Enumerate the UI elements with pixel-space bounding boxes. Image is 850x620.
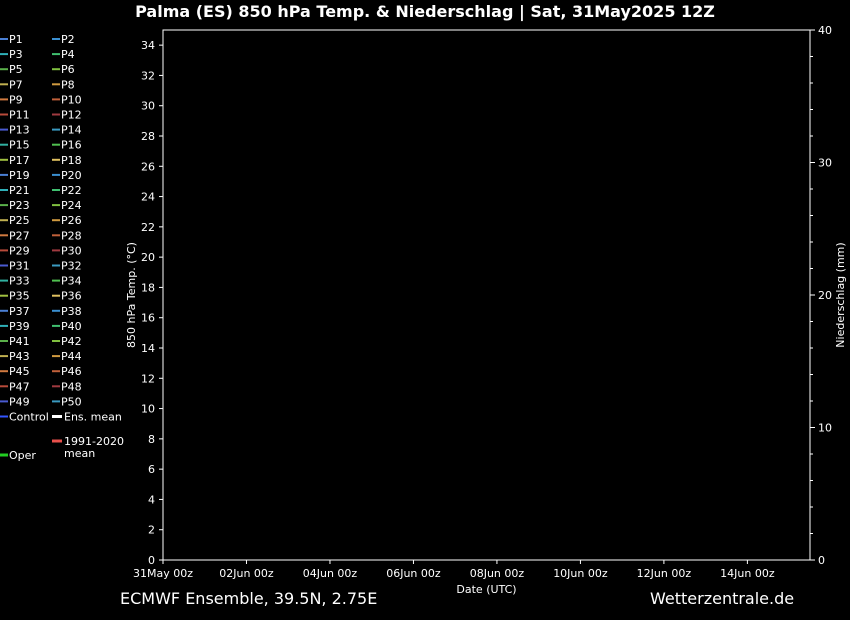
legend-label-p32: P32 [61, 260, 82, 273]
y-axis-label: 850 hPa Temp. (°C) [125, 242, 138, 348]
footer-model-location: ECMWF Ensemble, 39.5N, 2.75E [120, 589, 378, 608]
legend-label-p5: P5 [9, 63, 23, 76]
y-tick-label: 18 [141, 281, 155, 294]
legend-label-p2: P2 [61, 33, 75, 46]
y-tick-label: 22 [141, 221, 155, 234]
y2-tick-label: 30 [818, 157, 832, 170]
legend-label-p4: P4 [61, 48, 75, 61]
legend-label-p43: P43 [9, 350, 30, 363]
x-axis-label: Date (UTC) [456, 583, 516, 596]
y-tick-label: 34 [141, 39, 155, 52]
x-tick-label: 06Jun 00z [386, 567, 441, 580]
legend-label-p35: P35 [9, 290, 30, 303]
legend-label-p49: P49 [9, 395, 30, 408]
legend-label-p33: P33 [9, 275, 30, 288]
legend-label-p21: P21 [9, 184, 30, 197]
x-tick-label: 14Jun 00z [720, 567, 775, 580]
y-tick-label: 10 [141, 403, 155, 416]
y-tick-label: 2 [148, 524, 155, 537]
legend-label-p40: P40 [61, 320, 82, 333]
y-tick-label: 32 [141, 69, 155, 82]
legend-label-p44: P44 [61, 350, 82, 363]
legend-label-p27: P27 [9, 229, 30, 242]
legend-label-p34: P34 [61, 275, 82, 288]
y-tick-label: 6 [148, 463, 155, 476]
y-tick-label: 8 [148, 433, 155, 446]
legend: P1 P2 P3 P4 P5 P6 P7 P8 P9 P10 P11 P12 P13 P14 P15 P16 P… [0, 33, 124, 462]
legend-label-p36: P36 [61, 290, 82, 303]
x-tick-label: 04Jun 00z [303, 567, 358, 580]
legend-label-p47: P47 [9, 380, 30, 393]
y-tick-label: 4 [148, 493, 155, 506]
legend-label-p16: P16 [61, 139, 82, 152]
plot-frame [162, 29, 811, 561]
legend-label-p41: P41 [9, 335, 30, 348]
x-tick-label: 12Jun 00z [637, 567, 692, 580]
y-tick-label: 16 [141, 312, 155, 325]
legend-label-p28: P28 [61, 229, 82, 242]
legend-label-control: Control [9, 411, 49, 424]
x-tick-label: 10Jun 00z [553, 567, 608, 580]
x-tick-label: 31May 00z [133, 567, 193, 580]
y-tick-label: 24 [141, 191, 155, 204]
legend-label-p25: P25 [9, 214, 30, 227]
legend-label-climate: 1991-2020 [64, 435, 124, 448]
legend-label-p45: P45 [9, 365, 30, 378]
legend-label-p3: P3 [9, 48, 23, 61]
legend-label-climate-2: mean [64, 447, 95, 460]
legend-label-p20: P20 [61, 169, 82, 182]
y2-tick-label: 0 [818, 554, 825, 567]
legend-label-p8: P8 [61, 78, 75, 91]
legend-label-p23: P23 [9, 199, 30, 212]
legend-label-p18: P18 [61, 154, 82, 167]
y2-axis-label: Niederschlag (mm) [834, 242, 847, 347]
legend-label-p10: P10 [61, 93, 82, 106]
legend-label-p48: P48 [61, 380, 82, 393]
y2-tick-label: 40 [818, 24, 832, 37]
legend-label-mean: Ens. mean [64, 411, 122, 424]
legend-label-p6: P6 [61, 63, 75, 76]
y-tick-label: 0 [148, 554, 155, 567]
legend-label-p9: P9 [9, 93, 23, 106]
legend-label-oper: Oper [9, 449, 36, 462]
legend-label-p50: P50 [61, 395, 82, 408]
legend-label-p38: P38 [61, 305, 82, 318]
legend-label-p30: P30 [61, 244, 82, 257]
legend-label-p31: P31 [9, 260, 30, 273]
legend-label-p14: P14 [61, 124, 82, 137]
y-tick-label: 12 [141, 372, 155, 385]
legend-label-p26: P26 [61, 214, 82, 227]
x-tick-label: 08Jun 00z [470, 567, 525, 580]
legend-label-p37: P37 [9, 305, 30, 318]
y2-tick-label: 10 [818, 422, 832, 435]
footer-site: Wetterzentrale.de [650, 589, 795, 608]
y-tick-label: 28 [141, 130, 155, 143]
y-tick-label: 26 [141, 160, 155, 173]
legend-label-p17: P17 [9, 154, 30, 167]
y2-tick-label: 20 [818, 289, 832, 302]
legend-label-p24: P24 [61, 199, 82, 212]
legend-label-p12: P12 [61, 109, 82, 122]
legend-label-p46: P46 [61, 365, 82, 378]
legend-label-p13: P13 [9, 124, 30, 137]
y-tick-label: 14 [141, 342, 155, 355]
chart-title: Palma (ES) 850 hPa Temp. & Niederschlag … [135, 2, 715, 21]
legend-label-p29: P29 [9, 244, 30, 257]
legend-label-p11: P11 [9, 109, 30, 122]
legend-label-p22: P22 [61, 184, 82, 197]
legend-label-p19: P19 [9, 169, 30, 182]
y-tick-label: 20 [141, 251, 155, 264]
y-tick-label: 30 [141, 100, 155, 113]
legend-label-p42: P42 [61, 335, 82, 348]
legend-label-p39: P39 [9, 320, 30, 333]
legend-label-p1: P1 [9, 33, 23, 46]
legend-label-p15: P15 [9, 139, 30, 152]
legend-label-p7: P7 [9, 78, 23, 91]
x-tick-label: 02Jun 00z [219, 567, 274, 580]
